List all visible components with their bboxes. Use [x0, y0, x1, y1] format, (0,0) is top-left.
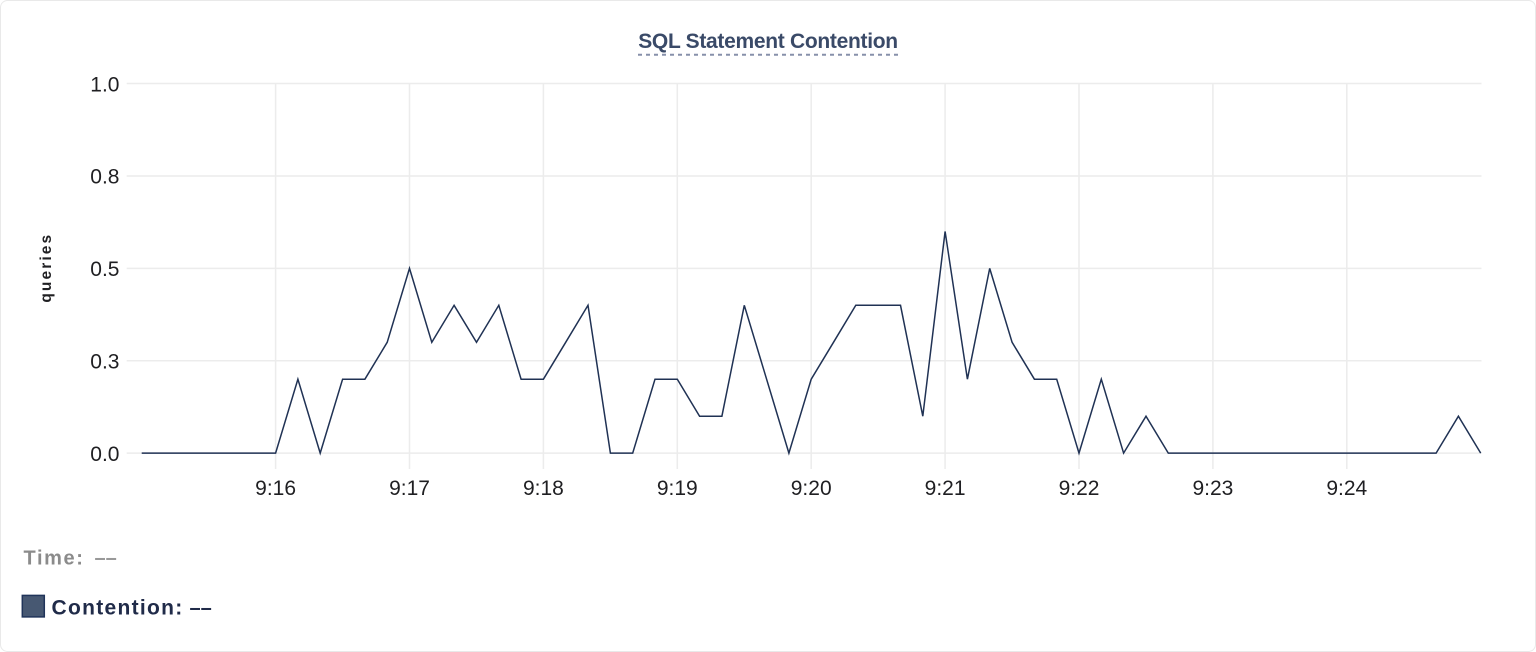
svg-text:9:20: 9:20 [791, 477, 832, 500]
svg-text:9:22: 9:22 [1059, 477, 1100, 500]
svg-text:––: –– [95, 548, 117, 570]
svg-text:0.8: 0.8 [90, 166, 119, 189]
svg-text:0.5: 0.5 [90, 258, 119, 281]
svg-text:queries: queries [38, 233, 55, 303]
svg-text:9:23: 9:23 [1192, 477, 1233, 500]
svg-text:SQL Statement Contention: SQL Statement Contention [638, 30, 898, 53]
svg-text:9:16: 9:16 [255, 477, 296, 500]
svg-text:0.0: 0.0 [90, 443, 119, 466]
svg-text:Time:: Time: [24, 548, 85, 570]
svg-text:0.3: 0.3 [90, 351, 119, 374]
svg-text:9:21: 9:21 [925, 477, 966, 500]
svg-text:1.0: 1.0 [90, 73, 119, 96]
svg-text:––: –– [190, 597, 212, 619]
svg-text:9:24: 9:24 [1326, 477, 1367, 500]
svg-text:9:18: 9:18 [523, 477, 564, 500]
svg-text:9:17: 9:17 [389, 477, 430, 500]
svg-text:9:19: 9:19 [657, 477, 698, 500]
svg-text:Contention:: Contention: [52, 596, 184, 619]
